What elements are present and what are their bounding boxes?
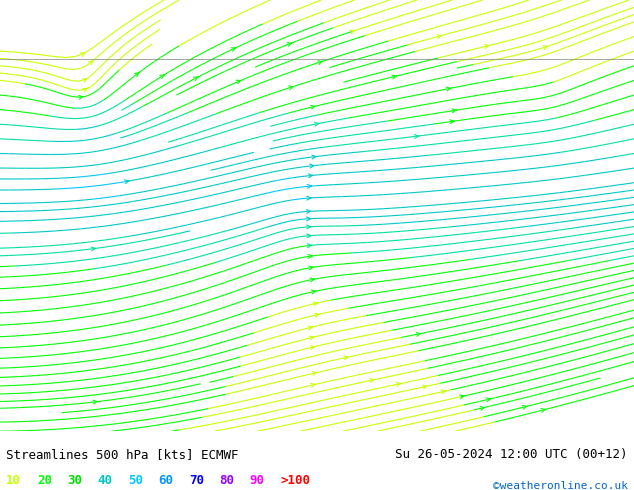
FancyArrowPatch shape <box>441 390 446 394</box>
FancyArrowPatch shape <box>311 290 316 294</box>
FancyArrowPatch shape <box>193 77 198 80</box>
FancyArrowPatch shape <box>307 244 311 247</box>
FancyArrowPatch shape <box>79 96 83 99</box>
FancyArrowPatch shape <box>522 405 527 409</box>
FancyArrowPatch shape <box>307 196 311 200</box>
FancyArrowPatch shape <box>350 30 354 34</box>
FancyArrowPatch shape <box>311 105 315 109</box>
FancyArrowPatch shape <box>437 35 441 39</box>
FancyArrowPatch shape <box>287 43 292 47</box>
FancyArrowPatch shape <box>450 120 454 123</box>
FancyArrowPatch shape <box>311 383 315 387</box>
FancyArrowPatch shape <box>396 383 401 386</box>
FancyArrowPatch shape <box>160 74 164 78</box>
FancyArrowPatch shape <box>82 79 87 82</box>
Text: Streamlines 500 hPa [kts] ECMWF: Streamlines 500 hPa [kts] ECMWF <box>6 448 239 461</box>
FancyArrowPatch shape <box>236 80 241 84</box>
FancyArrowPatch shape <box>392 75 396 79</box>
FancyArrowPatch shape <box>310 345 315 349</box>
FancyArrowPatch shape <box>307 225 311 229</box>
FancyArrowPatch shape <box>231 48 236 51</box>
FancyArrowPatch shape <box>314 313 319 317</box>
Text: 30: 30 <box>67 473 82 487</box>
FancyArrowPatch shape <box>134 73 139 76</box>
FancyArrowPatch shape <box>309 336 314 340</box>
Text: 70: 70 <box>189 473 204 487</box>
FancyArrowPatch shape <box>314 122 319 126</box>
FancyArrowPatch shape <box>416 333 420 336</box>
FancyArrowPatch shape <box>486 398 491 402</box>
Text: 80: 80 <box>219 473 235 487</box>
FancyArrowPatch shape <box>423 385 427 389</box>
FancyArrowPatch shape <box>414 135 418 138</box>
FancyArrowPatch shape <box>310 278 314 282</box>
Text: 50: 50 <box>128 473 143 487</box>
FancyArrowPatch shape <box>308 254 313 258</box>
FancyArrowPatch shape <box>124 180 129 184</box>
FancyArrowPatch shape <box>318 61 322 65</box>
FancyArrowPatch shape <box>446 87 451 91</box>
FancyArrowPatch shape <box>541 409 545 412</box>
FancyArrowPatch shape <box>370 379 374 383</box>
Text: ©weatheronline.co.uk: ©weatheronline.co.uk <box>493 481 628 490</box>
FancyArrowPatch shape <box>484 45 489 49</box>
FancyArrowPatch shape <box>460 395 464 399</box>
FancyArrowPatch shape <box>344 356 348 360</box>
FancyArrowPatch shape <box>83 88 88 92</box>
Text: 10: 10 <box>6 473 22 487</box>
FancyArrowPatch shape <box>307 234 311 238</box>
FancyArrowPatch shape <box>313 302 318 306</box>
Text: 40: 40 <box>98 473 113 487</box>
Text: >100: >100 <box>280 473 310 487</box>
FancyArrowPatch shape <box>81 52 85 56</box>
FancyArrowPatch shape <box>543 46 548 49</box>
FancyArrowPatch shape <box>310 164 314 168</box>
Text: Su 26-05-2024 12:00 UTC (00+12): Su 26-05-2024 12:00 UTC (00+12) <box>395 448 628 461</box>
FancyArrowPatch shape <box>309 266 313 270</box>
Text: 60: 60 <box>158 473 174 487</box>
FancyArrowPatch shape <box>452 109 456 113</box>
Text: 20: 20 <box>37 473 52 487</box>
FancyArrowPatch shape <box>313 371 317 375</box>
FancyArrowPatch shape <box>308 174 313 178</box>
FancyArrowPatch shape <box>307 184 311 188</box>
FancyArrowPatch shape <box>480 407 484 410</box>
FancyArrowPatch shape <box>306 210 311 214</box>
FancyArrowPatch shape <box>91 247 96 251</box>
FancyArrowPatch shape <box>288 86 294 90</box>
Text: 90: 90 <box>250 473 265 487</box>
FancyArrowPatch shape <box>93 400 98 404</box>
FancyArrowPatch shape <box>89 60 93 65</box>
FancyArrowPatch shape <box>312 155 316 159</box>
FancyArrowPatch shape <box>306 217 311 221</box>
FancyArrowPatch shape <box>308 326 313 330</box>
